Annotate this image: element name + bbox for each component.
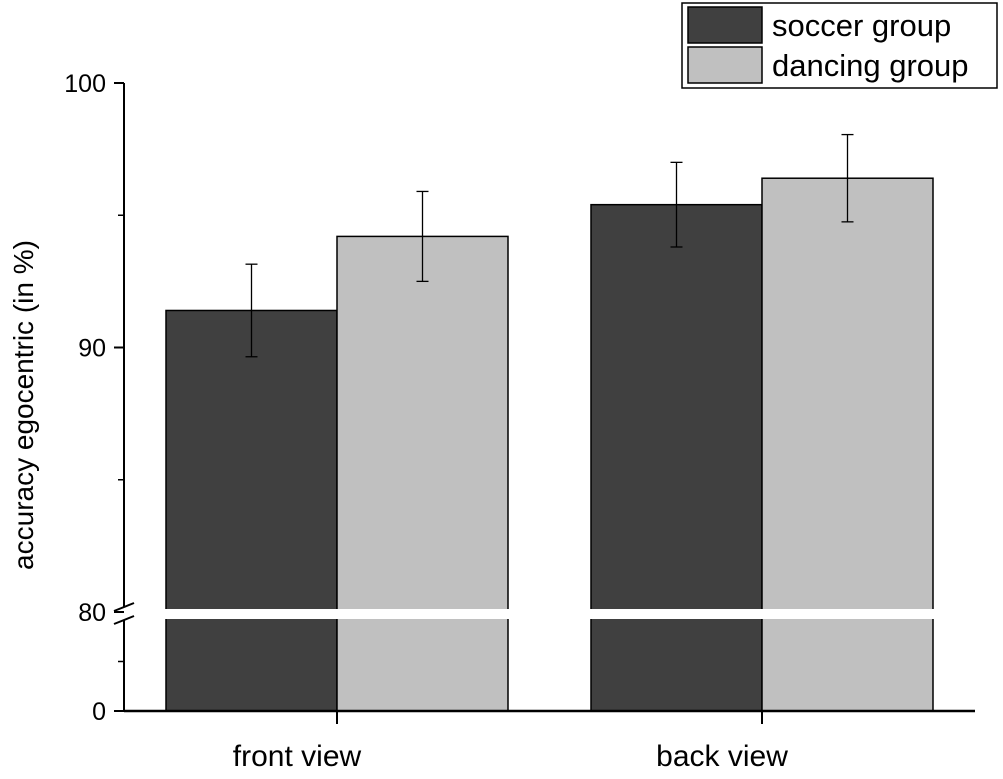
- error-bar-dancing-group-back-view: [841, 133, 854, 223]
- error-bar-dancing-group-front-view: [416, 190, 429, 283]
- y-tick-label-0: 0: [92, 698, 106, 726]
- bar-soccer-group-back-view: [590, 203, 763, 712]
- y-axis-break-mark-upper: [113, 602, 135, 612]
- axis-break-band-back-view: [589, 609, 935, 619]
- bar-dancing-group-front-view: [336, 235, 509, 712]
- bars-layer: [165, 177, 934, 712]
- axes-layer: [113, 82, 975, 724]
- error-bar-soccer-group-front-view: [245, 263, 258, 358]
- y-tick-label-100: 100: [64, 70, 106, 98]
- y-tick-label-80: 80: [78, 599, 106, 627]
- error-bars-layer: [245, 133, 854, 358]
- legend: soccer group dancing group: [681, 2, 998, 89]
- y-tick-label-90: 90: [78, 335, 106, 363]
- x-tick-label-back-view: back view: [656, 740, 788, 773]
- y-axis-label: accuracy egocentric (in %): [8, 240, 39, 570]
- axis-break-layer: [164, 609, 935, 619]
- bar-dancing-group-back-view: [761, 177, 934, 712]
- bar-soccer-group-front-view: [165, 309, 338, 712]
- axis-break-band-front-view: [164, 609, 510, 619]
- legend-swatch-dancing-group: [687, 46, 763, 84]
- legend-swatch-soccer-group: [687, 6, 763, 44]
- labels-layer: 80 90 100 0 front view back view accuracy egoc…: [8, 70, 788, 773]
- y-axis-break-mark-lower: [113, 615, 135, 625]
- legend-label-dancing-group: dancing group: [772, 48, 969, 83]
- legend-label-soccer-group: soccer group: [772, 8, 951, 43]
- x-tick-label-front-view: front view: [233, 740, 362, 773]
- error-bar-soccer-group-back-view: [670, 161, 683, 248]
